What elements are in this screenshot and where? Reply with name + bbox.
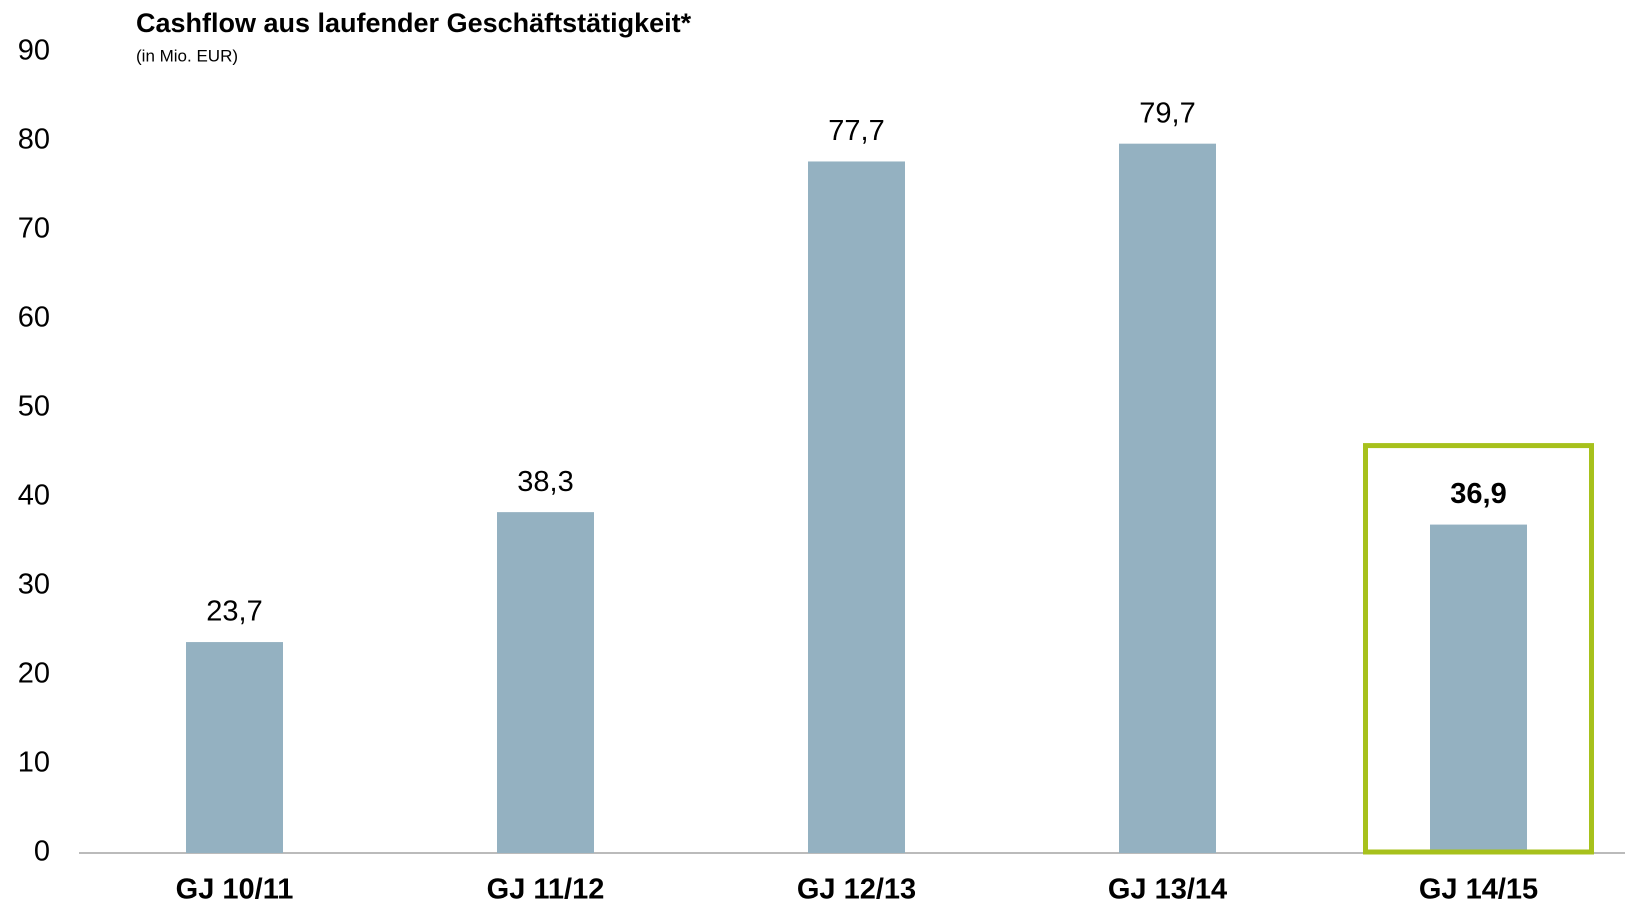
x-tick-label: GJ 13/14 [1108, 874, 1227, 906]
y-tick-label: 80 [18, 124, 50, 156]
x-tick-label: GJ 12/13 [797, 874, 916, 906]
bar [1430, 524, 1527, 853]
bar [808, 161, 905, 854]
y-tick-label: 20 [18, 658, 50, 690]
bar [1119, 143, 1216, 854]
y-tick-label: 40 [18, 480, 50, 512]
x-tick-label: GJ 10/11 [176, 874, 294, 906]
x-tick-label: GJ 11/12 [487, 874, 605, 906]
y-tick-label: 60 [18, 302, 50, 334]
y-tick-label: 50 [18, 391, 50, 423]
chart-title: Cashflow aus laufender Geschäftstätigkei… [136, 8, 692, 38]
value-label: 77,7 [828, 115, 884, 147]
value-label: 38,3 [517, 466, 573, 498]
x-tick-label: GJ 14/15 [1419, 874, 1538, 906]
y-tick-label: 10 [18, 747, 50, 779]
y-tick-label: 0 [34, 836, 50, 868]
y-tick-label: 30 [18, 569, 50, 601]
value-label: 36,9 [1450, 478, 1506, 510]
bar [497, 512, 594, 853]
highlight-box [1363, 443, 1594, 855]
y-tick-label: 90 [18, 35, 50, 67]
chart-subtitle: (in Mio. EUR) [136, 46, 238, 65]
y-tick-label: 70 [18, 213, 50, 245]
value-label: 23,7 [206, 596, 262, 628]
bar [186, 642, 283, 853]
value-label: 79,7 [1139, 97, 1195, 129]
